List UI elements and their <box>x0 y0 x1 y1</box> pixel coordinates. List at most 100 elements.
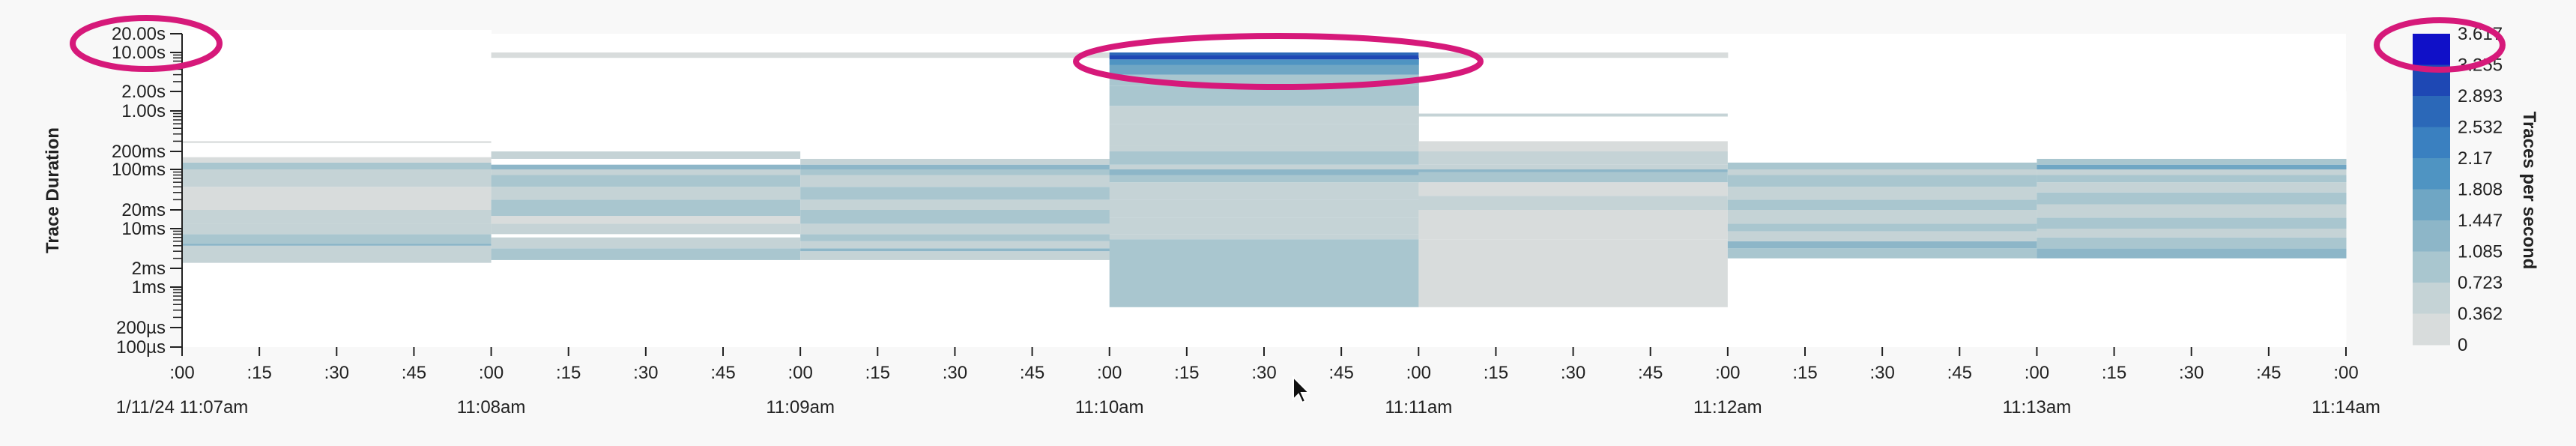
heatmap-cell <box>491 52 801 58</box>
spike-callout <box>1073 33 1484 90</box>
heatmap-cell <box>2037 164 2347 169</box>
x-tick-label: :30 <box>2179 363 2204 383</box>
heatmap-cell <box>1418 172 1729 183</box>
heatmap-cell <box>182 162 492 169</box>
heatmap-cell <box>1109 199 1419 218</box>
y-tick-label: 100ms <box>112 160 166 180</box>
x-tick-label: :30 <box>633 363 658 383</box>
x-date-label: 11:09am <box>766 397 835 418</box>
x-tick-label: :30 <box>324 363 349 383</box>
x-date-label: 11:13am <box>2003 397 2072 418</box>
legend-swatch <box>2413 313 2450 346</box>
y-tick-label: 2.00s <box>121 82 166 102</box>
heatmap-cell <box>1109 169 1419 175</box>
heatmap-cell <box>1109 124 1419 146</box>
x-tick-label: :45 <box>1328 363 1353 383</box>
heatmap-cell <box>182 223 492 235</box>
heatmap-cell <box>182 234 492 244</box>
legend-swatch <box>2413 220 2450 252</box>
heatmap-cell <box>182 187 492 210</box>
x-tick-label: :00 <box>169 363 194 383</box>
x-tick-label: :00 <box>787 363 812 383</box>
heatmap-cell <box>1109 145 1419 151</box>
heatmap-cell <box>800 223 1110 235</box>
heatmap-cell <box>1109 182 1419 200</box>
heatmap-cell <box>182 175 492 187</box>
x-tick-label: :00 <box>1097 363 1122 383</box>
heatmap-cell <box>491 175 801 187</box>
heatmap-cell <box>491 248 801 260</box>
heatmap-cell <box>1727 199 2037 210</box>
heatmap-cell <box>1109 234 1419 240</box>
heatmap-cell <box>800 175 1110 187</box>
x-tick-label: :15 <box>865 363 890 383</box>
heatmap-cell <box>1727 241 2037 249</box>
heatmap-cell <box>491 164 801 169</box>
x-tick-label: :00 <box>1715 363 1740 383</box>
heatmap-cell <box>2037 217 2347 229</box>
heatmap-cell <box>2037 182 2347 193</box>
x-date-label: 11:14am <box>2312 397 2380 418</box>
legend-tick-label: 0 <box>2458 335 2467 355</box>
x-tick-label: :45 <box>1947 363 1972 383</box>
legend-max-callout <box>2374 17 2506 73</box>
y-tick-label: 20.00s <box>112 24 166 44</box>
heatmap-cell <box>1727 187 2037 200</box>
heatmap-cell <box>2037 248 2347 259</box>
x-tick-label: :15 <box>1174 363 1199 383</box>
heatmap-cell <box>1109 239 1419 307</box>
heatmap-cell <box>1727 248 2037 259</box>
heatmap-cell <box>1418 182 1729 196</box>
heatmap-cell <box>1418 151 1729 165</box>
x-tick-label: :00 <box>1406 363 1431 383</box>
heatmap-cell <box>491 199 801 217</box>
heatmap-cell <box>182 210 492 224</box>
legend-swatch <box>2413 158 2450 190</box>
heatmap-cell <box>1418 210 1729 240</box>
heatmap-cell <box>800 169 1110 175</box>
x-tick-label: :30 <box>1251 363 1276 383</box>
heatmap-cell <box>1109 175 1419 183</box>
x-tick-label: :45 <box>710 363 735 383</box>
y-tick-label: 10.00s <box>112 43 166 63</box>
heatmap-cell <box>1109 55 1419 60</box>
x-tick-label: :45 <box>2256 363 2281 383</box>
heatmap-cell <box>800 241 1110 249</box>
heatmap-cell <box>491 151 801 159</box>
heatmap-cell <box>1109 164 1419 169</box>
heatmap-cell <box>1418 164 1729 169</box>
x-tick-label: :00 <box>2333 363 2358 383</box>
heatmap-cell <box>1109 217 1419 235</box>
x-date-label: 11:10am <box>1075 397 1144 418</box>
heatmap-cell <box>2037 237 2347 249</box>
x-tick-label: :30 <box>1561 363 1585 383</box>
legend-tick-label: 0.723 <box>2458 273 2503 293</box>
heatmap-cell <box>182 243 492 246</box>
legend-swatch <box>2413 127 2450 159</box>
x-tick-label: :15 <box>1484 363 1508 383</box>
legend-swatch <box>2413 189 2450 221</box>
heatmap-cell <box>182 30 492 58</box>
color-legend: 3.6173.2552.8932.5322.171.8081.4471.0850… <box>2413 24 2503 355</box>
heatmap-cell <box>1418 169 1729 172</box>
legend-tick-label: 2.17 <box>2458 148 2493 169</box>
x-date-label: 1/11/24 11:07am <box>116 397 249 418</box>
legend-tick-label: 2.893 <box>2458 86 2503 106</box>
x-date-label: 11:12am <box>1693 397 1762 418</box>
heatmap-cell <box>182 157 492 163</box>
heatmap-cell <box>1418 196 1729 210</box>
heatmap-cell <box>800 248 1110 252</box>
x-tick-label: :45 <box>1020 363 1044 383</box>
legend-tick-label: 0.362 <box>2458 304 2503 325</box>
heatmap-cell <box>491 223 801 235</box>
heatmap-cell <box>1727 169 2037 175</box>
heatmap-cell <box>182 245 492 263</box>
heatmap-cell <box>1727 210 2037 224</box>
heatmap-cell <box>1109 106 1419 124</box>
legend-tick-label: 1.808 <box>2458 180 2503 200</box>
y-tick-label: 100µs <box>116 337 166 358</box>
heatmap-cell <box>800 234 1110 241</box>
heatmap-cell <box>800 164 1110 169</box>
